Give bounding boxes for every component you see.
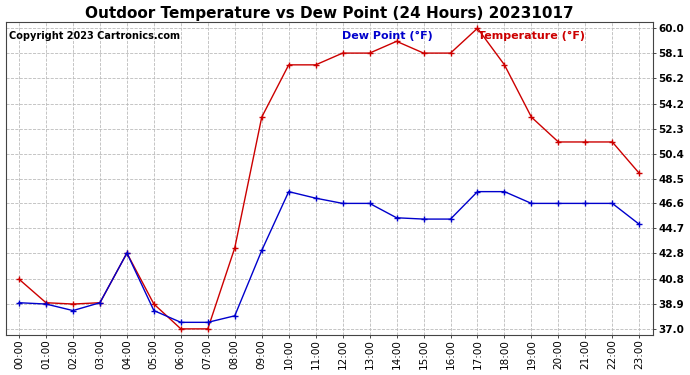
Title: Outdoor Temperature vs Dew Point (24 Hours) 20231017: Outdoor Temperature vs Dew Point (24 Hou…: [85, 6, 573, 21]
Text: Copyright 2023 Cartronics.com: Copyright 2023 Cartronics.com: [9, 31, 180, 41]
Text: Temperature (°F): Temperature (°F): [478, 31, 585, 41]
Text: Dew Point (°F): Dew Point (°F): [342, 31, 433, 41]
